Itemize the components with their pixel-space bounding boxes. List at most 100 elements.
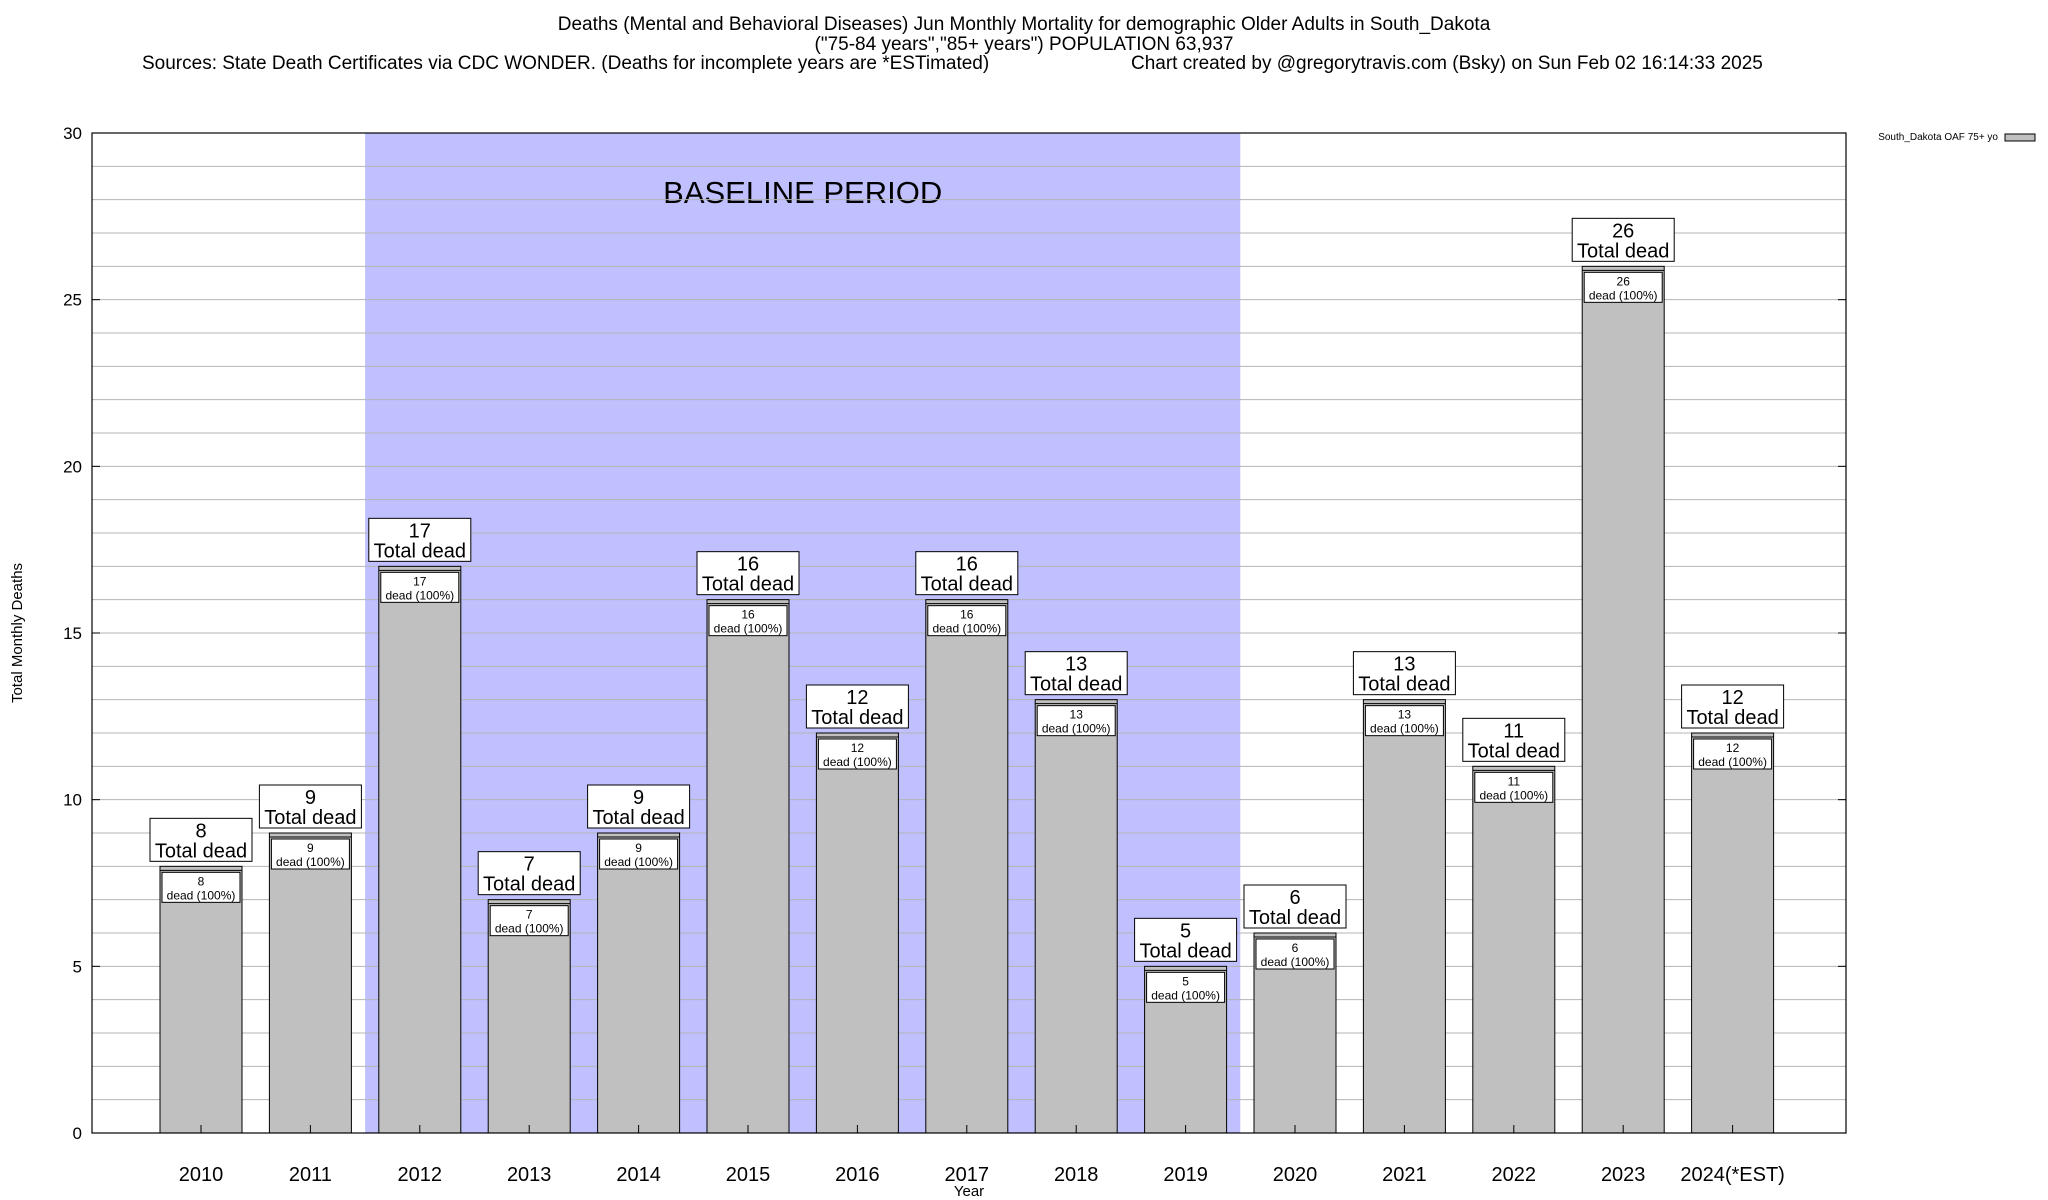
bar-2014	[597, 832, 681, 1134]
inner-value-label: 8	[198, 874, 205, 888]
total-dead-label: Total dead	[811, 707, 903, 729]
total-dead-label: Total dead	[1577, 240, 1669, 262]
total-dead-label: Total dead	[921, 574, 1013, 596]
total-dead-label: Total dead	[592, 807, 684, 829]
total-dead-label: Total dead	[1139, 940, 1231, 962]
inner-label-box	[270, 838, 350, 870]
inner-dead-label: dead (100%)	[714, 622, 783, 636]
total-dead-label: Total dead	[1358, 674, 1450, 696]
inner-value-label: 26	[1617, 274, 1631, 288]
inner-value-label: 9	[635, 841, 642, 855]
bar-2017	[925, 599, 1009, 1134]
inner-dead-label: dead (100%)	[932, 622, 1001, 636]
total-value-label: 26	[1612, 220, 1634, 242]
plot-frame	[91, 132, 1847, 1134]
y-tick-label: 0	[73, 1124, 82, 1143]
bar-2023	[1581, 265, 1665, 1134]
inner-label-box	[1583, 271, 1663, 303]
x-tick-label: 2019	[1163, 1164, 1208, 1186]
y-tick-label: 15	[63, 624, 82, 643]
y-tick-label: 25	[63, 291, 82, 310]
inner-label-box	[380, 571, 460, 603]
total-label-box	[1681, 684, 1785, 729]
y-tick-label: 30	[63, 124, 82, 143]
total-dead-label: Total dead	[702, 574, 794, 596]
inner-value-label: 13	[1398, 708, 1412, 722]
inner-label-box	[1693, 738, 1773, 770]
inner-value-label: 12	[1726, 741, 1740, 755]
x-axis-title: Year	[954, 1183, 984, 1200]
total-value-label: 13	[1393, 654, 1415, 676]
inner-dead-label: dead (100%)	[495, 922, 564, 936]
x-tick-label: 2014	[616, 1164, 661, 1186]
inner-value-label: 13	[1070, 708, 1084, 722]
total-label-box	[805, 684, 909, 729]
inner-value-label: 12	[851, 741, 865, 755]
bar-2013	[487, 899, 571, 1134]
total-value-label: 17	[409, 520, 431, 542]
inner-label-box	[927, 605, 1007, 637]
inner-value-label: 16	[741, 608, 755, 622]
x-tick-label: 2023	[1601, 1164, 1646, 1186]
total-value-label: 9	[305, 787, 316, 809]
inner-label-box	[489, 905, 569, 937]
total-label-box	[1134, 917, 1238, 962]
x-tick-label: 2024(*EST)	[1680, 1164, 1785, 1186]
inner-dead-label: dead (100%)	[1698, 755, 1767, 769]
x-tick-label: 2015	[726, 1164, 771, 1186]
inner-value-label: 9	[307, 841, 314, 855]
total-value-label: 5	[1180, 920, 1191, 942]
inner-label-box	[1146, 971, 1226, 1003]
x-tick-label: 2021	[1382, 1164, 1427, 1186]
x-tick-label: 2010	[179, 1164, 224, 1186]
total-value-label: 13	[1065, 654, 1087, 676]
total-label-box	[1462, 717, 1566, 762]
inner-dead-label: dead (100%)	[1042, 722, 1111, 736]
bar-2024-EST	[1691, 732, 1775, 1134]
total-label-box	[1571, 217, 1675, 262]
x-tick-label: 2013	[507, 1164, 552, 1186]
total-dead-label: Total dead	[1249, 907, 1341, 929]
x-tick-label: 2020	[1273, 1164, 1318, 1186]
inner-label-box	[1255, 938, 1335, 970]
inner-label-box	[817, 738, 897, 770]
y-axis-title: Total Monthly Deaths	[9, 563, 26, 703]
inner-value-label: 17	[413, 574, 427, 588]
bar-2012	[378, 565, 462, 1134]
total-label-box	[1024, 651, 1128, 696]
chart-title: Deaths (Mental and Behavioral Diseases) …	[557, 14, 1491, 35]
total-dead-label: Total dead	[1686, 707, 1778, 729]
inner-value-label: 11	[1508, 774, 1521, 788]
total-label-box	[258, 784, 362, 829]
total-label-box	[587, 784, 691, 829]
total-value-label: 7	[524, 854, 535, 876]
x-tick-label: 2011	[289, 1164, 332, 1186]
x-tick-label: 2018	[1054, 1164, 1099, 1186]
total-label-box	[1352, 651, 1456, 696]
total-dead-label: Total dead	[483, 874, 575, 896]
total-value-label: 8	[195, 820, 206, 842]
total-value-label: 12	[846, 687, 868, 709]
x-tick-label: 2017	[945, 1164, 990, 1186]
total-dead-label: Total dead	[374, 540, 466, 562]
total-dead-label: Total dead	[1030, 674, 1122, 696]
chart-sources: Sources: State Death Certificates via CD…	[142, 53, 990, 74]
total-label-box	[1243, 884, 1347, 929]
x-tick-label: 2022	[1492, 1164, 1537, 1186]
bar-2022	[1472, 765, 1556, 1134]
inner-value-label: 5	[1182, 974, 1189, 988]
total-value-label: 16	[737, 554, 759, 576]
bar-2016	[815, 732, 899, 1134]
inner-label-box	[1036, 705, 1116, 737]
total-label-box	[915, 551, 1019, 596]
total-value-label: 12	[1721, 687, 1743, 709]
inner-label-box	[599, 838, 679, 870]
inner-dead-label: dead (100%)	[385, 588, 454, 602]
baseline-label: BASELINE PERIOD	[663, 175, 942, 210]
total-dead-label: Total dead	[264, 807, 356, 829]
bar-2015	[706, 599, 790, 1134]
x-tick-label: 2016	[835, 1164, 880, 1186]
inner-value-label: 6	[1292, 941, 1299, 955]
